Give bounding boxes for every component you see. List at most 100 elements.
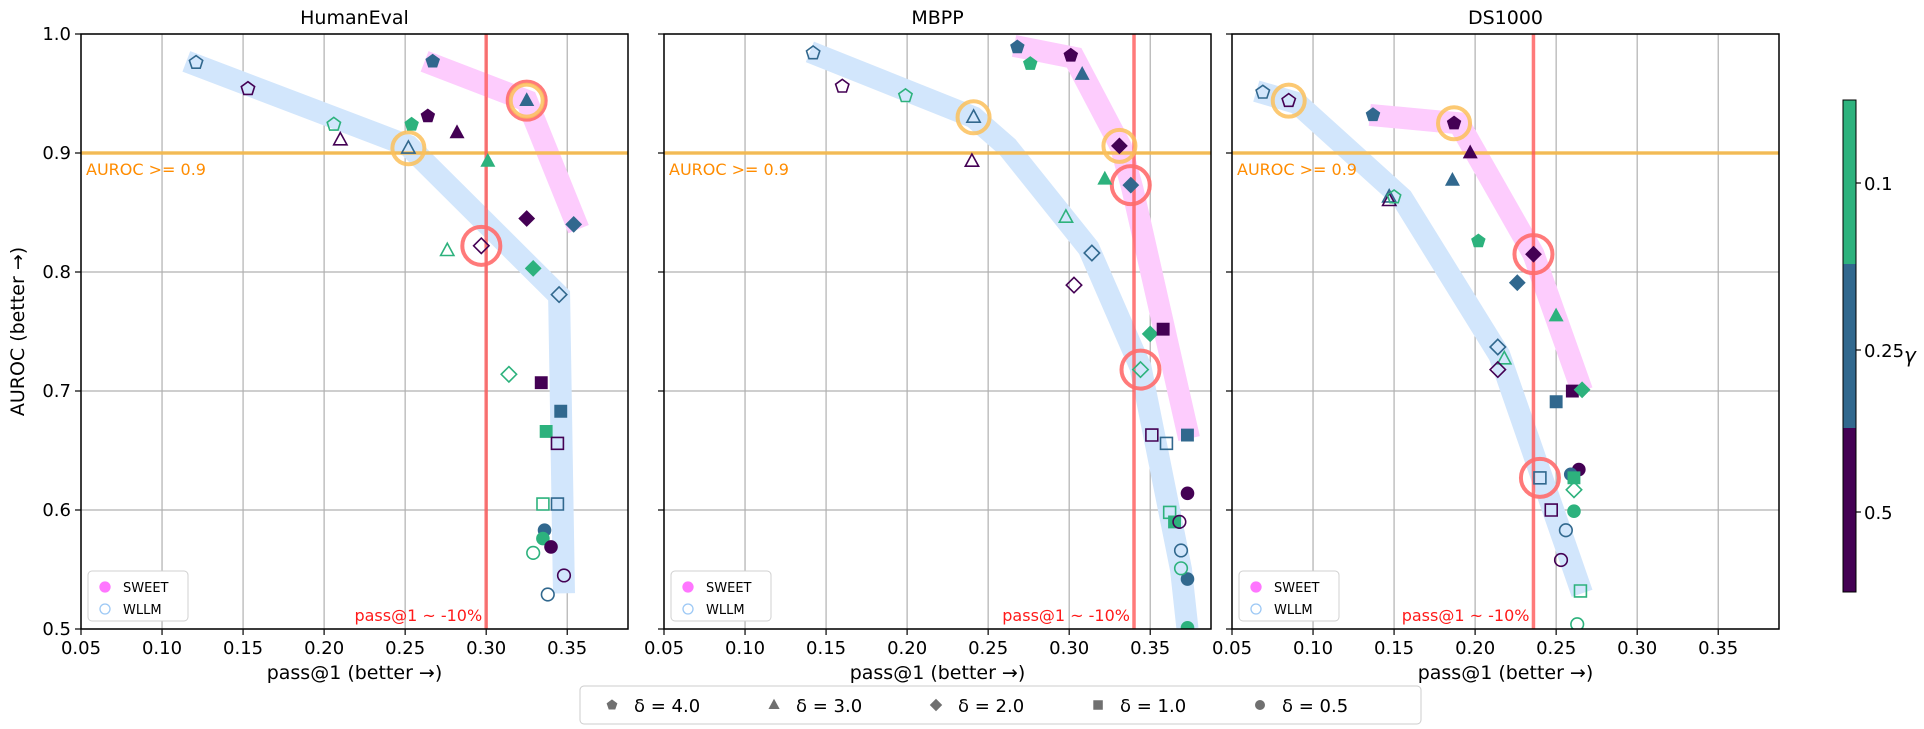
delta-legend-label: δ = 4.0 [634, 696, 700, 717]
highlight-circle-red [1512, 233, 1555, 276]
auroc-threshold-label: AUROC >= 0.9 [1237, 160, 1357, 179]
data-point-sweet [425, 53, 440, 68]
colorbar-frame [1842, 99, 1857, 593]
x-tick-label: 0.30 [466, 638, 506, 659]
x-tick-label: 0.30 [1049, 638, 1089, 659]
x-tick-label: 0.10 [1293, 638, 1333, 659]
x-tick-label: 0.10 [142, 638, 182, 659]
data-point-sweet [1141, 325, 1159, 343]
legend-label-wllm: WLLM [1274, 603, 1313, 618]
pass-threshold-label: pass@1 ~ -10% [1402, 606, 1530, 625]
data-point-wllm [240, 80, 256, 96]
data-point-wllm [1255, 84, 1271, 99]
data-point-sweet [1074, 66, 1090, 80]
data-point-sweet [1446, 115, 1462, 130]
pass-threshold-label: pass@1 ~ -10% [354, 606, 482, 625]
delta-legend-label: δ = 3.0 [796, 696, 862, 717]
axes-frame [1231, 33, 1780, 630]
data-point-wllm [1544, 503, 1558, 517]
data-point-sweet [1180, 621, 1195, 629]
colorbar-segment [1843, 100, 1856, 264]
delta-legend: δ = 4.0 δ = 3.0 δ = 2.0 δ = 1.0 δ = 0.5 [579, 685, 1422, 725]
data-point-sweet [1010, 39, 1025, 54]
data-point-wllm [1172, 514, 1187, 530]
data-point-wllm [1386, 189, 1402, 204]
highlight-circle-orange [1101, 127, 1138, 164]
trend-band-sweet [1011, 35, 1200, 442]
x-axis-label: pass@1 (better →) [850, 662, 1026, 684]
data-point-sweet [1567, 471, 1581, 485]
x-tick-label: 0.15 [806, 638, 846, 659]
data-point-sweet [1110, 137, 1128, 155]
colorbar-segment [1843, 428, 1856, 592]
highlight-circle-orange [955, 99, 992, 136]
data-point-sweet [1525, 245, 1542, 263]
data-point-wllm [1159, 436, 1174, 451]
data-point-sweet [1548, 307, 1564, 322]
legend-marker-sweet [1250, 581, 1262, 593]
y-tick-label: 0.7 [42, 381, 71, 402]
plot-area [1232, 34, 1779, 629]
data-point-wllm [1488, 338, 1507, 356]
data-point-sweet [518, 210, 536, 227]
data-point-sweet [534, 376, 548, 390]
trend-band-wllm [182, 51, 575, 594]
delta-legend-label: δ = 2.0 [958, 696, 1024, 717]
data-point-wllm [1162, 505, 1177, 520]
legend-marker-wllm [99, 603, 111, 615]
data-point-wllm [526, 545, 541, 560]
data-point-wllm [805, 45, 821, 60]
method-legend: SWEET WLLM [670, 570, 772, 622]
data-point-sweet [480, 152, 496, 167]
y-tick-label: 0.5 [42, 619, 71, 640]
data-point-wllm [1173, 543, 1189, 558]
data-point-sweet [539, 425, 553, 438]
x-tick-label: 0.10 [725, 638, 765, 659]
highlight-circle-red [505, 79, 548, 122]
y-tick-label: 0.6 [42, 500, 71, 521]
y-tick-label: 0.8 [42, 262, 71, 283]
delta-legend-label: δ = 1.0 [1120, 696, 1186, 717]
data-point-wllm [556, 568, 572, 583]
plot-area [664, 34, 1211, 629]
colorbar-tick-label: 0.1 [1864, 174, 1893, 195]
highlight-circle-red [1518, 456, 1561, 499]
data-point-sweet [449, 124, 465, 139]
data-point-wllm [897, 87, 914, 103]
legend-marker-wllm [682, 603, 694, 615]
method-legend: SWEET WLLM [1238, 570, 1340, 622]
x-tick-label: 0.35 [547, 638, 587, 659]
data-point-sweet [1462, 144, 1478, 159]
data-point-sweet [1565, 384, 1579, 398]
data-point-wllm [1488, 360, 1507, 379]
x-tick-label: 0.25 [385, 638, 425, 659]
panel-title: HumanEval [300, 7, 409, 29]
data-point-sweet [420, 108, 436, 123]
data-point-wllm [188, 54, 204, 69]
data-point-wllm [1131, 360, 1150, 379]
x-tick-label: 0.30 [1617, 638, 1657, 659]
x-tick-label: 0.05 [61, 638, 101, 659]
legend-marker-wllm [1250, 603, 1262, 615]
legend-box [670, 570, 772, 622]
data-point-wllm [439, 241, 456, 257]
highlight-circle-orange [390, 130, 427, 167]
data-point-wllm [834, 78, 850, 93]
y-tick-label: 1.0 [42, 24, 71, 45]
legend-marker-sweet [99, 581, 111, 593]
panel-title: MBPP [911, 7, 963, 29]
highlight-circle-orange [1436, 105, 1473, 142]
x-tick-label: 0.05 [1212, 638, 1252, 659]
highlight-circle-orange [508, 82, 545, 119]
x-tick-label: 0.25 [1536, 638, 1576, 659]
data-point-wllm [540, 587, 555, 602]
data-point-sweet [1365, 107, 1381, 122]
data-point-sweet [1180, 572, 1195, 586]
data-point-wllm [400, 139, 417, 154]
data-point-wllm [550, 497, 565, 511]
pass-threshold-label: pass@1 ~ -10% [1002, 606, 1130, 625]
data-point-wllm [1065, 276, 1083, 294]
data-point-sweet [524, 259, 542, 277]
method-legend: SWEET WLLM [87, 570, 189, 622]
data-point-sweet [1471, 233, 1486, 248]
